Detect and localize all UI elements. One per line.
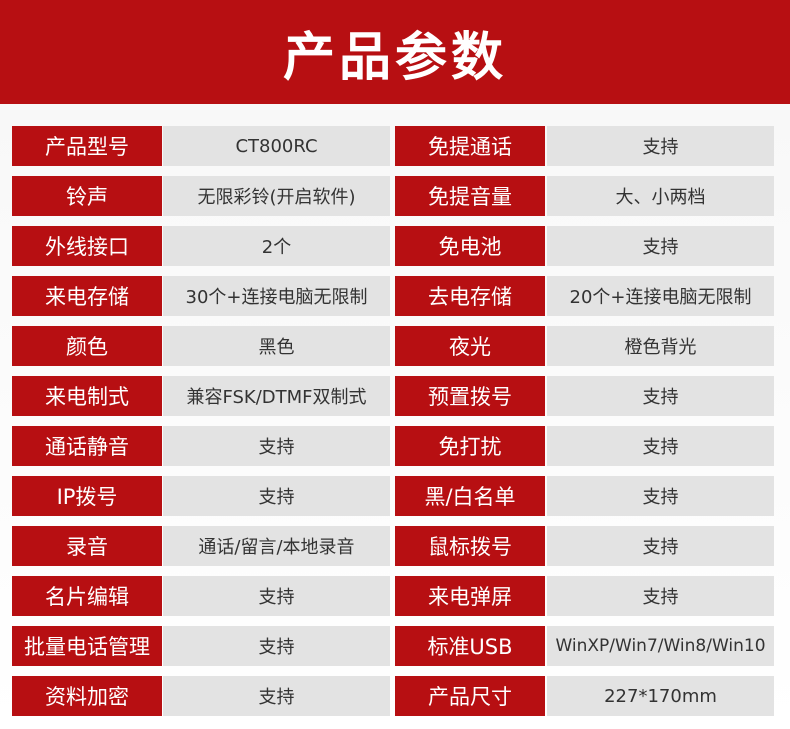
spec-label: 去电存储: [395, 276, 545, 316]
spec-row: 铃声 无限彩铃(开启软件) 免提音量 大、小两档: [12, 176, 774, 216]
spec-value: 支持: [547, 526, 774, 566]
spec-value: 兼容FSK/DTMF双制式: [163, 376, 390, 416]
spec-label: 外线接口: [12, 226, 162, 266]
spec-label: 名片编辑: [12, 576, 162, 616]
spec-value: 通话/留言/本地录音: [163, 526, 390, 566]
spec-label: 免电池: [395, 226, 545, 266]
spec-label: 产品尺寸: [395, 676, 545, 716]
header-banner: 产品参数: [0, 0, 790, 104]
spec-label: 录音: [12, 526, 162, 566]
spec-label: 预置拨号: [395, 376, 545, 416]
spec-value: 20个+连接电脑无限制: [547, 276, 774, 316]
spec-label: 来电存储: [12, 276, 162, 316]
spec-row: 颜色 黑色 夜光 橙色背光: [12, 326, 774, 366]
spec-row: 资料加密 支持 产品尺寸 227*170mm: [12, 676, 774, 716]
spec-label: 通话静音: [12, 426, 162, 466]
spec-value: WinXP/Win7/Win8/Win10: [547, 626, 774, 666]
spec-value: 支持: [547, 126, 774, 166]
spec-label: 批量电话管理: [12, 626, 162, 666]
spec-value: 支持: [163, 476, 390, 516]
spec-row: 外线接口 2个 免电池 支持: [12, 226, 774, 266]
spec-value: 支持: [547, 476, 774, 516]
spec-value: 支持: [547, 226, 774, 266]
spec-value: 橙色背光: [547, 326, 774, 366]
spec-row: 录音 通话/留言/本地录音 鼠标拨号 支持: [12, 526, 774, 566]
spec-label: 标准USB: [395, 626, 545, 666]
spec-value: 大、小两档: [547, 176, 774, 216]
spec-value: 支持: [547, 376, 774, 416]
spec-label: 铃声: [12, 176, 162, 216]
spec-label: 鼠标拨号: [395, 526, 545, 566]
spec-row: 来电存储 30个+连接电脑无限制 去电存储 20个+连接电脑无限制: [12, 276, 774, 316]
spec-row: 来电制式 兼容FSK/DTMF双制式 预置拨号 支持: [12, 376, 774, 416]
spec-label: 产品型号: [12, 126, 162, 166]
spec-label: 夜光: [395, 326, 545, 366]
spec-label: 免提通话: [395, 126, 545, 166]
spec-value: 支持: [163, 676, 390, 716]
spec-label: 来电弹屏: [395, 576, 545, 616]
spec-value: 支持: [547, 576, 774, 616]
spec-value: 支持: [163, 626, 390, 666]
spec-row: 通话静音 支持 免打扰 支持: [12, 426, 774, 466]
spec-value: 支持: [163, 426, 390, 466]
spec-row: 批量电话管理 支持 标准USB WinXP/Win7/Win8/Win10: [12, 626, 774, 666]
spec-value: 227*170mm: [547, 676, 774, 716]
spec-label: 颜色: [12, 326, 162, 366]
spec-value: 支持: [547, 426, 774, 466]
spec-row: 名片编辑 支持 来电弹屏 支持: [12, 576, 774, 616]
spec-label: 免打扰: [395, 426, 545, 466]
spec-row: IP拨号 支持 黑/白名单 支持: [12, 476, 774, 516]
spec-label: IP拨号: [12, 476, 162, 516]
spec-label: 资料加密: [12, 676, 162, 716]
spec-value: 无限彩铃(开启软件): [163, 176, 390, 216]
spec-label: 来电制式: [12, 376, 162, 416]
spec-row: 产品型号 CT800RC 免提通话 支持: [12, 126, 774, 166]
spec-value: 30个+连接电脑无限制: [163, 276, 390, 316]
spec-label: 黑/白名单: [395, 476, 545, 516]
spec-value: 支持: [163, 576, 390, 616]
spec-label: 免提音量: [395, 176, 545, 216]
spec-value: 2个: [163, 226, 390, 266]
spec-value: CT800RC: [163, 126, 390, 166]
spec-value: 黑色: [163, 326, 390, 366]
page-title: 产品参数: [282, 27, 507, 88]
